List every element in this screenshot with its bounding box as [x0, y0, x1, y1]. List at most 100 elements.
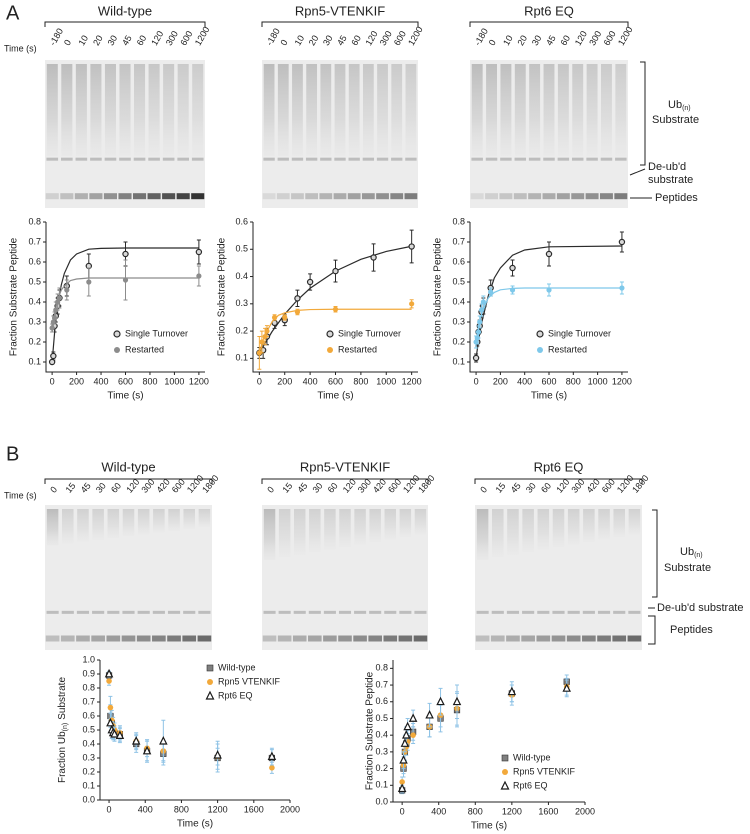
time-label: 45 — [120, 34, 134, 48]
gel-lane — [92, 509, 104, 540]
gel-band — [613, 610, 626, 614]
y-tick-label: 0.7 — [82, 696, 95, 706]
y-tick-label: 0.2 — [235, 325, 248, 335]
side-label-sub: (n) — [682, 105, 691, 112]
gel-band — [368, 635, 382, 642]
gel-lane — [615, 64, 627, 156]
legend-label: Restarted — [125, 344, 164, 354]
time-label: 45 — [509, 481, 523, 495]
gel-band — [582, 635, 596, 642]
y-axis-label: Fraction Ub(n) Substrate — [57, 677, 69, 783]
gel-lane — [507, 509, 519, 555]
gel-lane — [522, 509, 534, 553]
gel-lane — [104, 64, 116, 156]
point — [399, 755, 408, 764]
y-tick-label: 0.7 — [375, 679, 388, 689]
legend-label: Restarted — [548, 344, 587, 354]
gel-band — [628, 610, 641, 614]
point — [477, 319, 483, 325]
x-tick-label: 200 — [277, 376, 292, 386]
time-label: 0 — [487, 38, 498, 47]
x-tick-label: 600 — [118, 376, 133, 386]
side-label: De-ub'd — [648, 161, 686, 173]
point — [425, 709, 434, 719]
time-label: 20 — [91, 34, 105, 48]
point — [474, 335, 480, 341]
gel-band — [90, 157, 102, 161]
gel-band — [552, 610, 565, 614]
gel-band — [528, 157, 541, 161]
gel-lane — [628, 509, 641, 535]
time-axis-label: Time (s) — [4, 490, 37, 500]
gel-lane — [137, 509, 150, 535]
y-axis-label-text: Fraction Ub — [57, 731, 68, 783]
legend-marker — [207, 679, 213, 685]
time-label: 60 — [135, 34, 149, 48]
gel-lane — [598, 509, 610, 540]
point — [107, 704, 114, 711]
gel-lane — [62, 509, 74, 544]
point — [142, 745, 152, 755]
x-tick-label: 400 — [431, 806, 446, 816]
y-tick-label: 0.5 — [375, 713, 388, 723]
gel-band — [627, 635, 642, 642]
gel-band — [305, 157, 318, 161]
y-tick-label: 0.3 — [375, 746, 388, 756]
time-axis-label: Time (s) — [4, 43, 37, 53]
gel-band — [522, 610, 535, 614]
gel-lane — [362, 64, 374, 156]
gel-band — [614, 193, 628, 200]
axis — [469, 222, 628, 373]
gel-lane — [278, 509, 291, 558]
gel-band — [521, 635, 535, 642]
y-axis-label: Fraction Substrate Peptide — [433, 237, 444, 356]
x-tick-label: 800 — [353, 376, 368, 386]
x-axis-label: Time (s) — [531, 391, 567, 402]
gel-lane — [119, 64, 131, 156]
gel-lane — [122, 509, 135, 537]
y-tick-label: 0.8 — [82, 682, 95, 692]
axis — [392, 660, 585, 803]
gel-band — [383, 635, 398, 642]
gel-band — [470, 193, 484, 200]
gel-lane — [46, 509, 59, 546]
side-label-text: Ub — [668, 99, 682, 111]
point — [619, 285, 625, 291]
point — [397, 783, 407, 793]
time-label: 45 — [544, 34, 558, 48]
gel-lane — [552, 509, 565, 548]
x-tick-label: 200 — [69, 376, 84, 386]
gel-band — [347, 193, 361, 200]
gel-band — [384, 610, 397, 614]
time-label: 120 — [554, 477, 571, 495]
point — [436, 696, 445, 706]
time-label: 0 — [265, 485, 276, 495]
gel-band — [291, 193, 304, 200]
x-tick-label: 1200 — [189, 376, 209, 386]
point — [55, 299, 61, 305]
y-tick-label: 0.2 — [82, 766, 95, 776]
gel-band — [107, 610, 120, 614]
gel-lane — [405, 64, 417, 156]
point — [159, 736, 168, 745]
y-tick-label: 0.4 — [235, 271, 248, 281]
gel-band — [551, 635, 566, 642]
point — [51, 315, 58, 321]
x-tick-label: 1600 — [538, 806, 558, 816]
time-label: 60 — [539, 481, 553, 495]
point — [473, 339, 479, 345]
y-tick-label: 0.4 — [82, 738, 95, 748]
side-label-sub: (n) — [694, 552, 703, 559]
gel-band — [513, 193, 527, 200]
x-tick-label: 400 — [138, 804, 153, 814]
time-label: 120 — [363, 29, 379, 47]
point — [269, 765, 275, 771]
time-label: 600 — [170, 477, 187, 495]
gel-band — [338, 635, 352, 642]
gel-band — [182, 635, 197, 642]
gel-band — [60, 635, 75, 642]
point — [401, 730, 411, 739]
time-label: 120 — [573, 29, 589, 47]
y-tick-label: 0.1 — [82, 780, 95, 790]
time-label: 15 — [63, 481, 77, 495]
